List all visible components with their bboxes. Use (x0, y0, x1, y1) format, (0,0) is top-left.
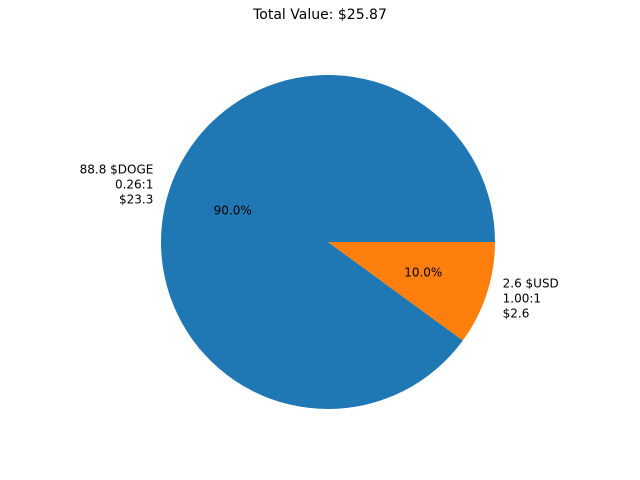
slice-label-line: $2.6 (503, 306, 530, 320)
slice-label-line: 88.8 $DOGE (80, 163, 154, 177)
slice-label-line: 2.6 $USD (503, 276, 559, 290)
chart-title: Total Value: $25.87 (253, 7, 387, 23)
slice-label-doge: 88.8 $DOGE 0.26:1 $23.3 (80, 163, 154, 207)
slice-label-line: $23.3 (119, 193, 153, 207)
pct-label-doge: 90.0% (214, 203, 252, 217)
pie-slice-usd (328, 242, 495, 341)
slice-label-line: 1.00:1 (503, 291, 541, 305)
pie-slice-doge (161, 74, 495, 410)
slice-label-line: 0.26:1 (115, 178, 153, 192)
slice-label-usd: 2.6 $USD 1.00:1 $2.6 (503, 276, 559, 320)
pct-label-usd: 10.0% (404, 266, 442, 280)
